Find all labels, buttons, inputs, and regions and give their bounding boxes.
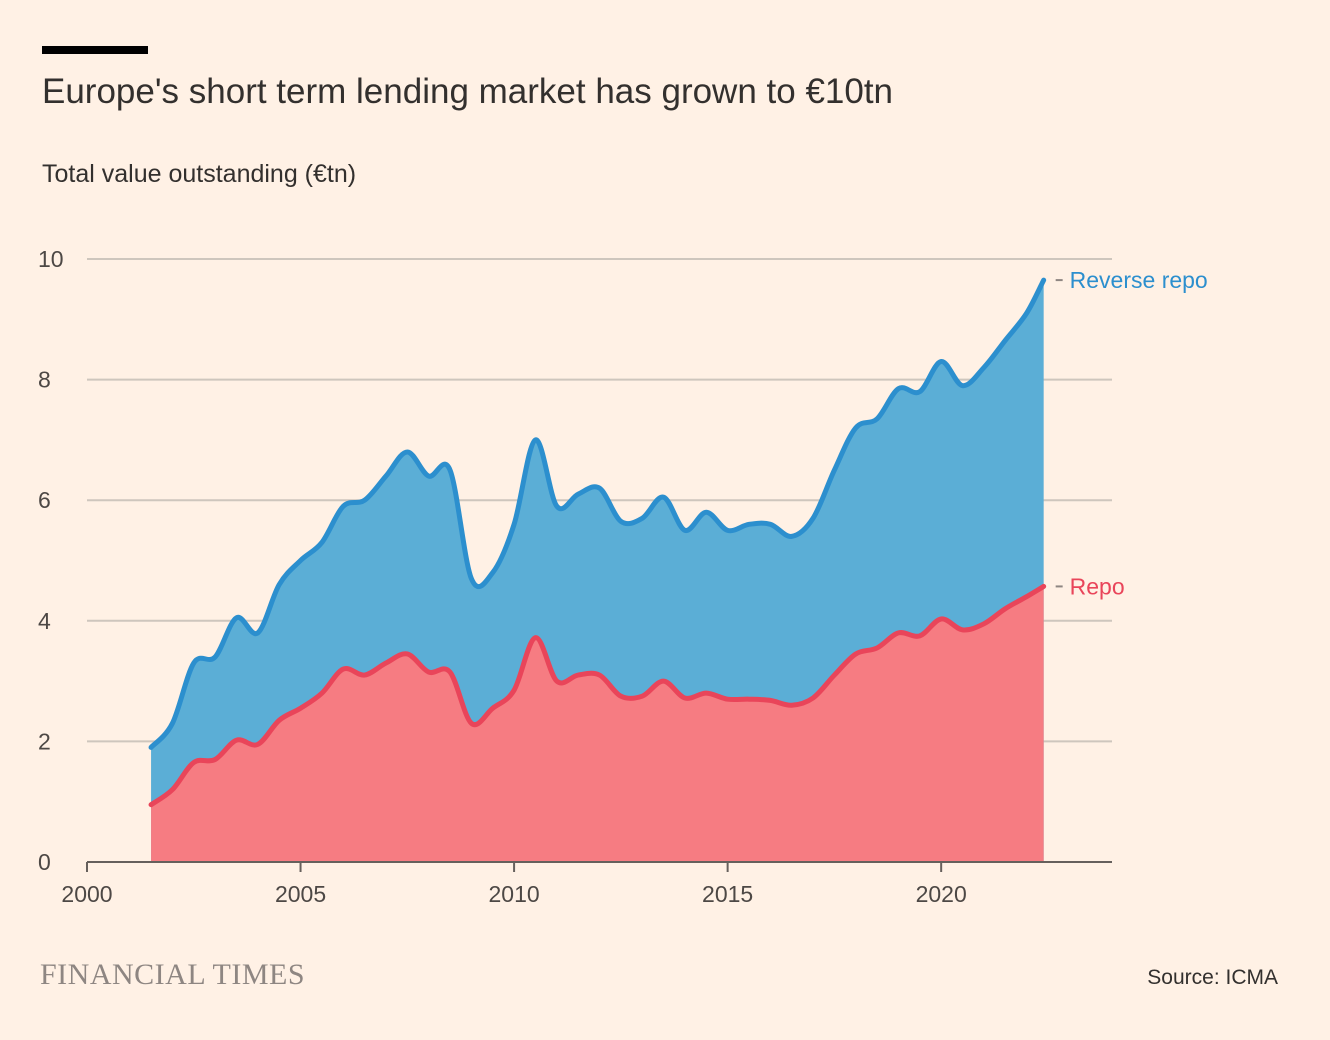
y-tick-label-10: 10 xyxy=(38,246,64,272)
x-tick-label-2000: 2000 xyxy=(61,881,112,907)
x-tick-label-2005: 2005 xyxy=(275,881,326,907)
series-labels: Reverse repo Repo xyxy=(1055,267,1208,599)
series-areas xyxy=(148,277,1047,863)
y-tick-label-8: 8 xyxy=(38,367,51,393)
source-note: Source: ICMA xyxy=(1147,966,1278,989)
repo-area xyxy=(151,586,1044,862)
y-tick-label-2: 2 xyxy=(38,728,51,754)
title-accent-bar xyxy=(42,46,148,54)
chart-title: Europe's short term lending market has g… xyxy=(42,72,894,111)
y-tick-label-4: 4 xyxy=(38,608,51,634)
repo-line xyxy=(148,583,1047,808)
y-tick-label-6: 6 xyxy=(38,487,51,513)
tick-labels: 0 2 4 6 8 10 2000 2005 2010 2015 2020 xyxy=(38,246,967,907)
x-axis xyxy=(86,861,1112,872)
reverse-repo-label: Reverse repo xyxy=(1070,267,1208,293)
y-tick-label-0: 0 xyxy=(38,849,51,875)
ft-logo: FINANCIAL TIMES xyxy=(40,958,306,991)
x-tick-label-2015: 2015 xyxy=(702,881,753,907)
chart-subtitle: Total value outstanding (€tn) xyxy=(42,160,357,188)
x-tick-label-2010: 2010 xyxy=(488,881,539,907)
reverse-repo-line xyxy=(148,277,1047,750)
x-tick-label-2020: 2020 xyxy=(916,881,967,907)
repo-label: Repo xyxy=(1070,573,1125,599)
